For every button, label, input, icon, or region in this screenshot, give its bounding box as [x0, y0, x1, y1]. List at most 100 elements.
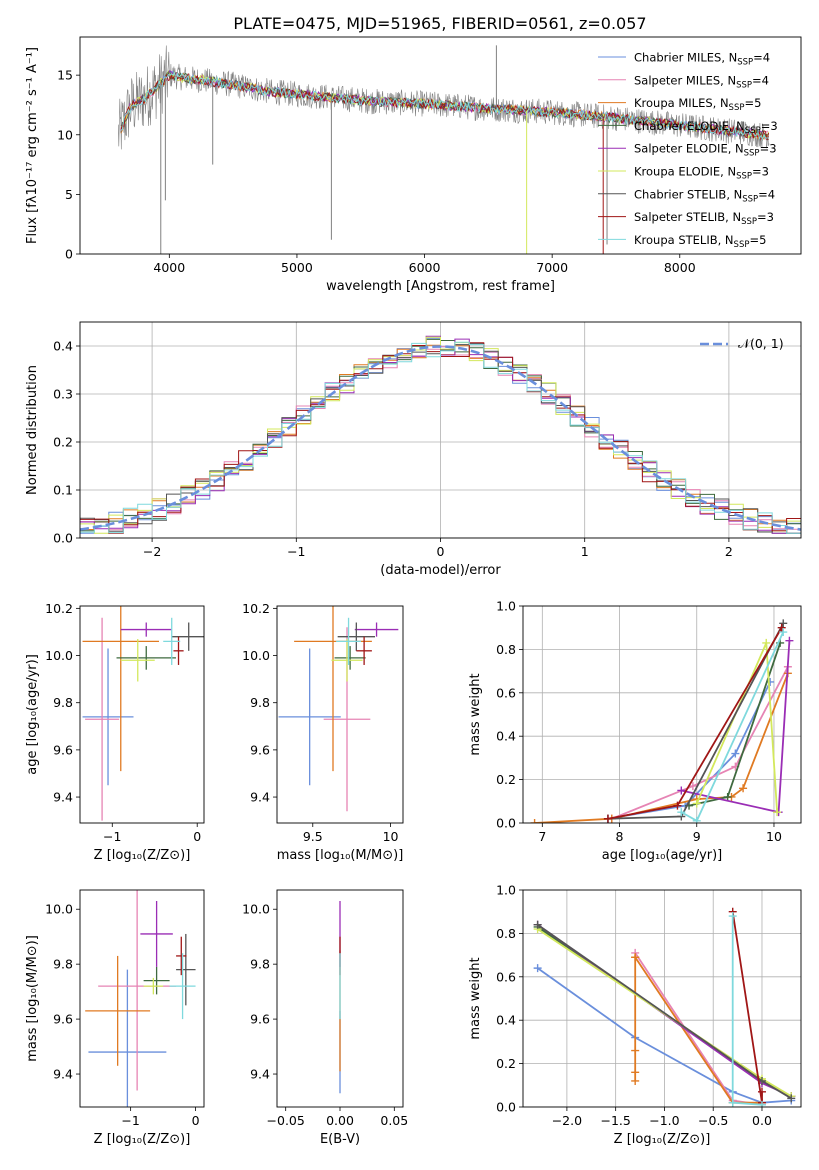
- legend-label-tail: =4: [758, 187, 775, 201]
- weight-marker-kroupa_miles: [631, 1076, 640, 1085]
- y-tick-label: 10.0: [45, 902, 73, 917]
- legend-label-main: Kroupa STELIB, N: [634, 233, 734, 247]
- legend-label: Kroupa ELODIE, NSSP=3: [634, 165, 769, 182]
- x-tick-label: −0.5: [698, 1113, 728, 1128]
- x-tick-label: 8000: [664, 260, 696, 275]
- y-tick-label: 0.2: [53, 435, 73, 450]
- plot-area: [278, 606, 399, 812]
- panel-spectrum: 4000 5000 6000 7000 8000 0 5 10 15 wavelength [An…: [25, 36, 802, 294]
- y-tick-label: 9.8: [53, 957, 73, 972]
- legend-label-tail: =4: [752, 73, 769, 87]
- legend-label: Chabrier ELODIE, NSSP=3: [634, 119, 778, 136]
- legend-label-sub: SSP: [744, 149, 760, 159]
- weight-marker-kroupa_stelib: [779, 628, 788, 637]
- x-axis-label: age [log₁₀(age/yr)]: [602, 848, 723, 863]
- y-tick-label: 0.3: [53, 387, 73, 402]
- weight-marker-kroupa_miles: [530, 819, 539, 823]
- weight-marker-kroupa_miles: [631, 1068, 640, 1077]
- x-tick-label: 8: [616, 829, 624, 844]
- y-tick-label: 10.0: [242, 902, 270, 917]
- y-axis-label: mass weight: [468, 673, 483, 755]
- y-axis-label: Flux [fλ10⁻¹⁷ erg cm⁻² s⁻¹ A⁻¹]: [25, 47, 40, 244]
- weight-marker-salpeter_stelib: [673, 801, 682, 810]
- weight-marker-kroupa_stelib: [692, 816, 701, 823]
- weight-marker-kroupa_elodie: [773, 808, 782, 817]
- legend-label-tail: =3: [757, 210, 774, 224]
- y-tick-label: 0.6: [496, 969, 516, 984]
- weight-marker-salpeter_stelib: [777, 623, 786, 632]
- weight-marker-chabrier_stelib: [787, 1094, 796, 1103]
- legend-label-tail: =3: [752, 165, 769, 179]
- y-tick-label: 0.8: [496, 926, 516, 941]
- y-axis-label: Normed distribution: [25, 365, 40, 495]
- panel-z_mass: −1 0 9.4 9.6 9.8 10.0 Z [log₁₀(Z/Z⊙)] mass [log…: [25, 889, 205, 1147]
- y-tick-label: 0.0: [496, 1100, 516, 1115]
- x-tick-label: 6000: [409, 260, 441, 275]
- x-tick-label: −1: [121, 1113, 139, 1128]
- x-tick-label: 2: [725, 544, 733, 559]
- legend-label-main: Kroupa ELODIE, N: [634, 165, 736, 179]
- y-tick-label: 9.4: [53, 790, 73, 805]
- y-axis-label: age [log₁₀(age/yr)]: [25, 654, 40, 775]
- x-tick-label: 9: [693, 829, 701, 844]
- y-tick-label: 9.6: [250, 1012, 270, 1027]
- legend-label: Kroupa STELIB, NSSP=5: [634, 233, 766, 250]
- y-tick-label: 1.0: [496, 599, 516, 614]
- axes-frame: [276, 605, 404, 824]
- weight-marker-kroupa_stelib: [757, 1100, 766, 1107]
- weight-marker-kroupa_stelib: [677, 808, 686, 817]
- x-tick-label: 0: [437, 544, 445, 559]
- panel-residual_hist: −2 −1 0 1 2 0.0 0.1 0.2 0.3 0.4 (data-model)/error…: [25, 321, 802, 578]
- model-spectrum-salpeter_stelib: [120, 72, 770, 141]
- axes-frame: [79, 889, 205, 1108]
- y-tick-label: 9.4: [250, 1067, 270, 1082]
- axes-frame: [522, 889, 802, 1108]
- x-tick-label: 5000: [281, 260, 313, 275]
- y-tick-label: 0.4: [53, 339, 73, 354]
- legend-label-sub: SSP: [736, 172, 752, 182]
- legend-label-sub: SSP: [736, 80, 752, 90]
- observed-spectrum: [118, 45, 770, 150]
- axes-frame: [522, 605, 802, 824]
- weight-marker-salpeter_stelib: [757, 1087, 766, 1096]
- y-tick-label: 10.2: [242, 601, 270, 616]
- model-spectrum-kroupa_stelib: [120, 71, 769, 141]
- x-tick-label: 7000: [536, 260, 568, 275]
- axes-frame: [79, 605, 205, 824]
- y-tick-label: 9.8: [250, 695, 270, 710]
- x-tick-label: 0: [193, 829, 201, 844]
- weight-marker-kroupa_stelib: [728, 1098, 737, 1107]
- weight-marker-chabrier_stelib: [533, 920, 542, 929]
- legend-label-main: Chabrier STELIB, N: [634, 187, 742, 201]
- weight-marker-kroupa_miles: [739, 784, 748, 793]
- x-axis-label: mass [log₁₀(M/M⊙)]: [277, 848, 404, 863]
- plot-area: [118, 45, 770, 254]
- legend-label-sub: SSP: [745, 126, 761, 136]
- y-tick-label: 10.2: [45, 601, 73, 616]
- x-tick-label: −1.0: [649, 1113, 679, 1128]
- y-tick-label: 0.1: [53, 483, 73, 498]
- x-tick-label: 0.05: [380, 1113, 408, 1128]
- x-axis-label: Z [log₁₀(Z/Z⊙)]: [614, 1132, 711, 1147]
- plot-area: [523, 890, 801, 1107]
- legend-label-tail: =5: [749, 233, 766, 247]
- x-axis-label: (data-model)/error: [380, 563, 501, 578]
- x-tick-label: −0.05: [267, 1113, 305, 1128]
- plot-area: [523, 606, 801, 823]
- x-tick-label: −1.5: [600, 1113, 630, 1128]
- weight-marker-chabrier_elodie: [723, 792, 732, 801]
- weight-marker-salpeter_miles: [688, 782, 697, 791]
- y-tick-label: 0.4: [496, 729, 516, 744]
- legend-label-sub: SSP: [734, 240, 750, 250]
- weight-marker-kroupa_elodie: [762, 638, 771, 647]
- legend-label: Salpeter STELIB, NSSP=3: [634, 210, 774, 227]
- y-tick-label: 9.8: [250, 957, 270, 972]
- weight-marker-kroupa_elodie: [692, 799, 701, 808]
- plot-area: [82, 606, 204, 821]
- weight-marker-kroupa_miles: [631, 1046, 640, 1055]
- axes-frame: [79, 36, 802, 255]
- x-tick-label: 10: [766, 829, 782, 844]
- y-tick-label: 10: [57, 127, 73, 142]
- legend-label: Salpeter MILES, NSSP=4: [634, 73, 769, 90]
